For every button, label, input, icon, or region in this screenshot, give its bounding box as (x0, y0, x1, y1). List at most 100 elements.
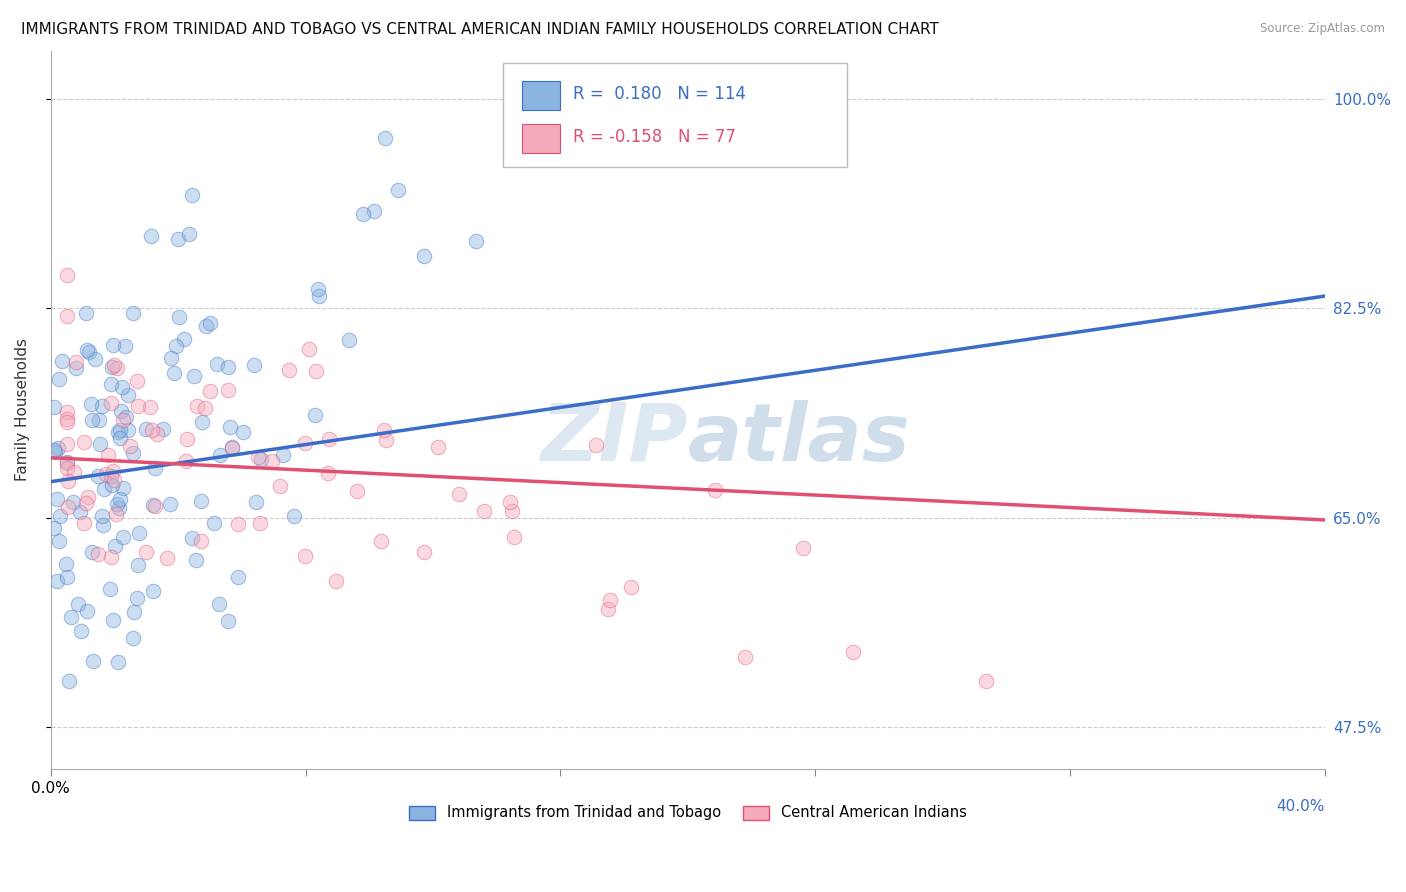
Point (80, 545, 103, 559)
Point (308, 289, 330, 303)
Point (208, 448, 231, 462)
Point (73, 434, 96, 449)
Point (221, 442, 243, 456)
Point (69, 624, 91, 638)
Point (294, 436, 316, 450)
Text: 40.0%: 40.0% (1277, 799, 1324, 814)
Point (318, 432, 340, 446)
Point (103, 359, 125, 373)
Point (174, 454, 197, 468)
Point (217, 360, 239, 375)
Point (208, 597, 231, 611)
Point (413, 249, 436, 263)
Point (51, 353, 73, 368)
Point (413, 545, 436, 559)
Point (112, 482, 135, 496)
Point (143, 461, 166, 475)
Point (127, 558, 149, 572)
Point (62, 495, 84, 509)
Point (125, 375, 148, 389)
Text: IMMIGRANTS FROM TRINIDAD AND TOBAGO VS CENTRAL AMERICAN INDIAN FAMILY HOUSEHOLDS: IMMIGRANTS FROM TRINIDAD AND TOBAGO VS C… (21, 22, 939, 37)
Point (55, 455, 77, 469)
Point (59, 609, 82, 624)
Point (375, 434, 398, 448)
Point (792, 541, 814, 555)
Point (42, 400, 65, 414)
Point (337, 334, 360, 348)
Point (118, 440, 141, 454)
Point (75, 306, 97, 320)
Point (325, 574, 347, 589)
Point (108, 501, 131, 516)
Point (79, 397, 101, 411)
Point (599, 593, 621, 607)
Point (108, 491, 131, 506)
Text: atlas: atlas (688, 400, 911, 477)
Point (841, 645, 863, 659)
Point (110, 404, 132, 418)
Point (76, 603, 98, 617)
Point (703, 483, 725, 498)
Point (104, 539, 127, 553)
Point (373, 423, 395, 437)
FancyBboxPatch shape (503, 63, 846, 167)
Point (217, 383, 239, 397)
Point (974, 674, 997, 689)
Point (112, 413, 135, 427)
Point (139, 400, 162, 414)
Point (122, 446, 145, 460)
Point (107, 425, 129, 439)
Point (135, 422, 157, 436)
Point (447, 487, 470, 501)
Point (250, 452, 273, 467)
Point (307, 282, 329, 296)
Point (89, 437, 111, 451)
Point (190, 534, 212, 549)
Point (45, 574, 67, 588)
Point (184, 553, 207, 567)
Point (242, 359, 264, 373)
Point (80, 413, 103, 427)
Point (76, 490, 98, 504)
Point (278, 363, 301, 377)
Point (42, 442, 65, 457)
Point (66, 597, 89, 611)
Point (146, 427, 169, 442)
Point (262, 454, 284, 468)
Point (69, 505, 91, 519)
FancyBboxPatch shape (522, 81, 561, 110)
Point (87, 547, 110, 561)
Point (159, 497, 181, 511)
Point (108, 432, 131, 446)
Point (101, 338, 124, 352)
Point (183, 368, 205, 383)
Point (55, 437, 77, 451)
Point (48, 371, 70, 385)
Legend: Immigrants from Trinidad and Tobago, Central American Indians: Immigrants from Trinidad and Tobago, Cen… (404, 799, 973, 826)
Point (101, 478, 124, 492)
FancyBboxPatch shape (522, 124, 561, 153)
Point (304, 408, 326, 422)
Point (115, 410, 138, 425)
Point (221, 440, 243, 454)
Point (46, 491, 69, 506)
Text: ZIP: ZIP (540, 400, 688, 477)
Point (111, 380, 134, 394)
Point (65, 360, 87, 375)
Point (55, 268, 77, 282)
Point (374, 130, 396, 145)
Point (585, 438, 607, 452)
Point (101, 613, 124, 627)
Point (55, 416, 77, 430)
Point (42, 521, 65, 535)
Point (55, 456, 77, 470)
Point (271, 448, 294, 462)
Point (318, 466, 340, 480)
Point (198, 384, 221, 398)
Point (56, 474, 79, 488)
Point (226, 570, 249, 584)
Point (100, 550, 122, 565)
Point (55, 309, 77, 323)
Point (370, 534, 392, 549)
Point (104, 507, 127, 521)
